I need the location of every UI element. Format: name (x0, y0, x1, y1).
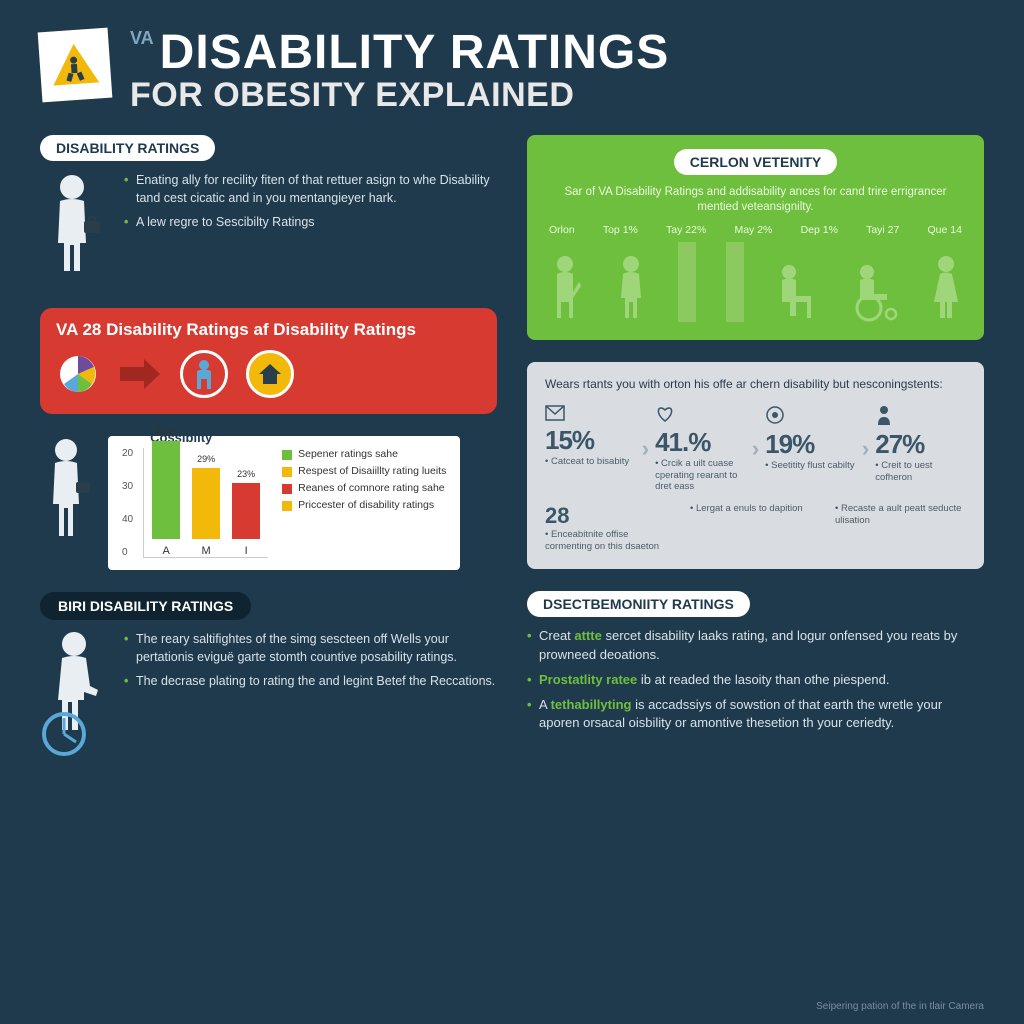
person-small-icon (875, 405, 893, 425)
person-wheel-icon (40, 630, 110, 765)
person-bag-icon (40, 436, 96, 566)
section-heading: DSECTBEMONIITY RATINGS (527, 591, 750, 617)
bullet-item: Prostatlity ratee ib at readed the lasoi… (527, 671, 984, 690)
pie-chart-icon (56, 352, 100, 396)
green-column-labels: Orlon Top 1% Tay 22% May 2% Dep 1% Tayi … (545, 224, 966, 236)
person-circle-icon (180, 350, 228, 398)
chart-section: 20 30 40 0 Cossibilty 4.0%A 29%M 23%I Se… (40, 436, 497, 570)
red-panel-title: VA 28 Disability Ratings af Disability R… (56, 320, 481, 340)
section-dsectbemonity: DSECTBEMONIITY RATINGS Creat attte serce… (527, 591, 984, 733)
bar-chart-panel: 20 30 40 0 Cossibilty 4.0%A 29%M 23%I Se… (108, 436, 460, 570)
bullet-item: A lew regre to Sescibilty Ratings (124, 213, 497, 231)
chart-legend: Sepener ratings sahe Respest of Disaiill… (282, 448, 446, 558)
envelope-icon (545, 405, 565, 421)
red-panel: VA 28 Disability Ratings af Disability R… (40, 308, 497, 414)
header: VADISABILITY RATINGS FOR OBESITY EXPLAIN… (40, 30, 984, 115)
chart-y-axis: 20 30 40 0 (122, 448, 133, 558)
sub-stat-block: Lergat a enuls to dapition (690, 503, 821, 553)
bullet-item: Enating ally for recility fiten of that … (124, 171, 497, 207)
bullet-item: The decrase plating to rating the and le… (124, 672, 497, 690)
pillar-icon (676, 242, 698, 322)
wheelchair-icon (847, 262, 901, 322)
green-panel-heading: CERLON VETENITY (674, 149, 837, 175)
sub-stat-block: Recaste a ault peatt seducte ulisation (835, 503, 966, 553)
title-block: VADISABILITY RATINGS FOR OBESITY EXPLAIN… (130, 30, 984, 115)
sub-stat-block: 28 Enceabitnite offise cormenting on thi… (545, 503, 676, 553)
stat-block: 19% Seetitity flust cabilty (765, 405, 856, 494)
woman-icon (926, 252, 966, 322)
bullet-item: Creat attte sercet disability laaks rati… (527, 627, 984, 665)
pillar-icon (724, 242, 746, 322)
logo-caution-icon (38, 28, 113, 103)
arrow-right-icon (118, 357, 162, 391)
chart-bar: 23% (232, 483, 260, 539)
chart-bars: Cossibilty 4.0%A 29%M 23%I (143, 448, 268, 558)
gray-panel-desc: Wears rtants you with orton his offe ar … (545, 376, 966, 392)
section-heading: BIRI DISABILITY RATINGS (40, 592, 251, 620)
chevron-right-icon: › (862, 436, 869, 462)
heart-icon (655, 405, 675, 423)
stat-block: 27% Creit to uest cofheron (875, 405, 966, 494)
bullet-list: Enating ally for recility fiten of that … (124, 171, 497, 237)
chart-bar: 4.0% (152, 441, 180, 539)
target-icon (765, 405, 785, 425)
sub-stats-row: 28 Enceabitnite offise cormenting on thi… (545, 503, 966, 553)
stats-row: 15% Catceat to bisabity › 41.% Crcik a u… (545, 405, 966, 494)
section-disability-ratings: DISABILITY RATINGS Enating ally for reci… (40, 135, 497, 286)
chevron-right-icon: › (752, 436, 759, 462)
green-icon-row (545, 242, 966, 322)
left-column: DISABILITY RATINGS Enating ally for reci… (40, 135, 497, 787)
chevron-right-icon: › (642, 436, 649, 462)
section-heading: DISABILITY RATINGS (40, 135, 215, 161)
bullet-list: The reary saltifightes of the simg sesct… (124, 630, 497, 696)
person-briefcase-icon (40, 171, 110, 286)
bullet-item: A tethabillyting is accadssiys of sowsti… (527, 696, 984, 734)
person-standing-icon (611, 252, 651, 322)
green-panel-desc: Sar of VA Disability Ratings and addisab… (545, 185, 966, 215)
section-biri: BIRI DISABILITY RATINGS The reary saltif… (40, 592, 497, 765)
gray-stats-panel: Wears rtants you with orton his offe ar … (527, 362, 984, 569)
footer-credit: Seipering pation of the in tlair Camera (816, 1001, 984, 1012)
stat-block: 15% Catceat to bisabity (545, 405, 636, 494)
right-column: CERLON VETENITY Sar of VA Disability Rat… (527, 135, 984, 787)
green-panel: CERLON VETENITY Sar of VA Disability Rat… (527, 135, 984, 341)
page-title-line1: VADISABILITY RATINGS (130, 30, 984, 76)
person-sitting-icon (771, 262, 821, 322)
stat-block: 41.% Crcik a uilt cuase cperating rearan… (655, 405, 746, 494)
bullet-list: Creat attte sercet disability laaks rati… (527, 627, 984, 733)
house-circle-icon (246, 350, 294, 398)
person-thinking-icon (545, 252, 585, 322)
bullet-item: The reary saltifightes of the simg sesct… (124, 630, 497, 666)
chart-bar: 29% (192, 468, 220, 539)
page-title-line2: FOR OBESITY EXPLAINED (130, 76, 984, 115)
